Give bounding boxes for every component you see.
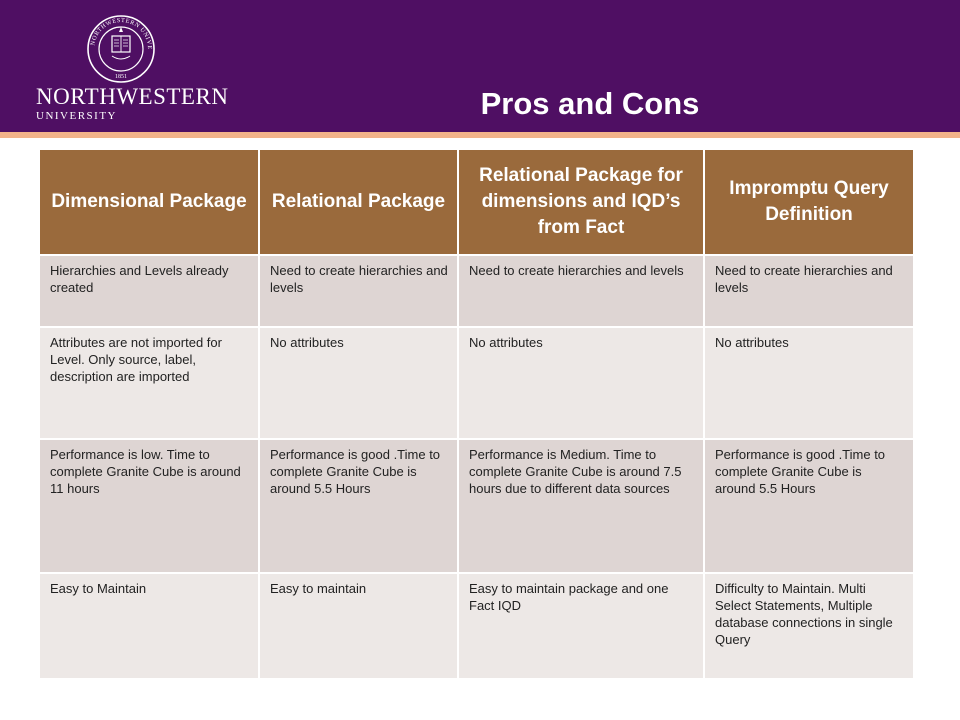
table-cell: Performance is good .Time to complete Gr…	[703, 438, 913, 573]
header-divider	[0, 132, 960, 138]
table-row: Performance is low. Time to complete Gra…	[40, 438, 913, 573]
university-logo: NORTHWESTERN UNIVERSITY	[36, 84, 229, 123]
comparison-table: Dimensional Package Relational Package R…	[40, 150, 913, 678]
table-row: Hierarchies and Levels already created N…	[40, 254, 913, 327]
column-header: Dimensional Package	[40, 150, 259, 255]
logo-name: NORTHWESTERN	[36, 84, 229, 109]
table-cell: Need to create hierarchies and levels	[457, 254, 704, 327]
table-cell: Easy to Maintain	[40, 572, 259, 678]
seal-year: 1851	[115, 74, 127, 80]
table-cell: Difficulty to Maintain. Multi Select Sta…	[703, 572, 913, 678]
table-header-row: Dimensional Package Relational Package R…	[40, 150, 913, 255]
table-cell: Easy to maintain	[258, 572, 458, 678]
logo-subtitle: UNIVERSITY	[36, 110, 117, 122]
column-header: Impromptu Query Definition	[703, 150, 913, 255]
table-cell: No attributes	[258, 326, 458, 439]
table-cell: Need to create hierarchies and levels	[703, 254, 913, 327]
table-row: Attributes are not imported for Level. O…	[40, 326, 913, 439]
table-cell: Easy to maintain package and one Fact IQ…	[457, 572, 704, 678]
table-cell: Attributes are not imported for Level. O…	[40, 326, 259, 439]
table-cell: Performance is Medium. Time to complete …	[457, 438, 704, 573]
table-cell: Need to create hierarchies and levels	[258, 254, 458, 327]
table-row: Easy to Maintain Easy to maintain Easy t…	[40, 572, 913, 678]
header-banner: NORTHWESTERN UNIVERSITY 1851 NORTHWESTER…	[0, 0, 960, 132]
column-header: Relational Package	[258, 150, 458, 255]
table-cell: No attributes	[703, 326, 913, 439]
slide-title: Pros and Cons	[480, 86, 700, 121]
table-cell: Performance is low. Time to complete Gra…	[40, 438, 259, 573]
university-seal-icon: NORTHWESTERN UNIVERSITY 1851	[86, 14, 155, 83]
table-cell: Performance is good .Time to complete Gr…	[258, 438, 458, 573]
table-cell: No attributes	[457, 326, 704, 439]
column-header: Relational Package for dimensions and IQ…	[457, 150, 704, 255]
table-cell: Hierarchies and Levels already created	[40, 254, 259, 327]
